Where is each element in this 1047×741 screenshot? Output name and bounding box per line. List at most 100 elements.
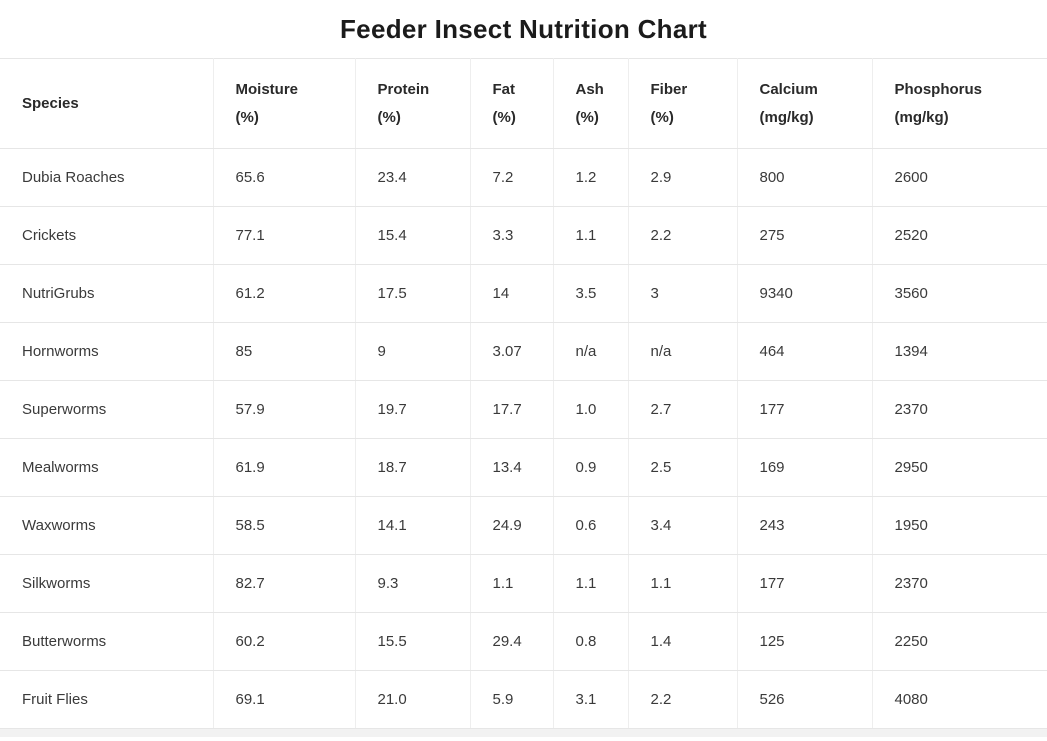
- ash-cell: 1.2: [552, 148, 628, 207]
- moisture-cell: 82.7: [212, 554, 355, 613]
- fat-cell: 1.1: [469, 554, 553, 613]
- moisture-cell: 77.1: [212, 206, 355, 265]
- bottom-strip: [0, 729, 1047, 737]
- protein-cell: 9: [354, 322, 470, 381]
- calcium-cell: 526: [736, 670, 872, 729]
- moisture-cell: 60.2: [212, 612, 355, 671]
- phosphorus-cell: 3560: [871, 264, 1047, 323]
- column-label: Fiber: [650, 80, 688, 98]
- protein-cell: 15.5: [354, 612, 470, 671]
- fiber-cell: 1.4: [627, 612, 737, 671]
- column-unit: (mg/kg): [894, 108, 949, 126]
- table-row: Dubia Roaches 65.6 23.4 7.2 1.2 2.9 800 …: [0, 148, 1047, 207]
- phosphorus-cell: 2520: [871, 206, 1047, 265]
- ash-cell: 3.1: [552, 670, 628, 729]
- column-header-species: Species: [0, 58, 213, 149]
- fiber-cell: 3: [627, 264, 737, 323]
- moisture-cell: 65.6: [212, 148, 355, 207]
- protein-cell: 15.4: [354, 206, 470, 265]
- species-cell: Superworms: [0, 380, 213, 439]
- column-header-phosphorus: Phosphorus (mg/kg): [871, 58, 1047, 149]
- ash-cell: 0.8: [552, 612, 628, 671]
- ash-cell: n/a: [552, 322, 628, 381]
- moisture-cell: 58.5: [212, 496, 355, 555]
- species-cell: Waxworms: [0, 496, 213, 555]
- calcium-cell: 169: [736, 438, 872, 497]
- fiber-cell: 2.5: [627, 438, 737, 497]
- column-header-fiber: Fiber (%): [627, 58, 737, 149]
- fat-cell: 3.07: [469, 322, 553, 381]
- moisture-cell: 85: [212, 322, 355, 381]
- column-header-moisture: Moisture (%): [212, 58, 355, 149]
- fiber-cell: 2.2: [627, 206, 737, 265]
- species-cell: Crickets: [0, 206, 213, 265]
- table-row: Butterworms 60.2 15.5 29.4 0.8 1.4 125 2…: [0, 612, 1047, 671]
- protein-cell: 18.7: [354, 438, 470, 497]
- phosphorus-cell: 2950: [871, 438, 1047, 497]
- calcium-cell: 125: [736, 612, 872, 671]
- species-cell: Fruit Flies: [0, 670, 213, 729]
- calcium-cell: 177: [736, 380, 872, 439]
- species-cell: Butterworms: [0, 612, 213, 671]
- column-header-fat: Fat (%): [469, 58, 553, 149]
- protein-cell: 9.3: [354, 554, 470, 613]
- protein-cell: 23.4: [354, 148, 470, 207]
- calcium-cell: 464: [736, 322, 872, 381]
- ash-cell: 1.0: [552, 380, 628, 439]
- fat-cell: 5.9: [469, 670, 553, 729]
- table-row: Crickets 77.1 15.4 3.3 1.1 2.2 275 2520: [0, 206, 1047, 265]
- calcium-cell: 275: [736, 206, 872, 265]
- column-label: Fat: [492, 80, 516, 98]
- ash-cell: 3.5: [552, 264, 628, 323]
- fat-cell: 24.9: [469, 496, 553, 555]
- species-cell: Silkworms: [0, 554, 213, 613]
- fat-cell: 29.4: [469, 612, 553, 671]
- ash-cell: 1.1: [552, 554, 628, 613]
- protein-cell: 21.0: [354, 670, 470, 729]
- table-row: Hornworms 85 9 3.07 n/a n/a 464 1394: [0, 322, 1047, 381]
- column-unit: (%): [492, 108, 516, 126]
- table-row: NutriGrubs 61.2 17.5 14 3.5 3 9340 3560: [0, 264, 1047, 323]
- fat-cell: 17.7: [469, 380, 553, 439]
- protein-cell: 17.5: [354, 264, 470, 323]
- phosphorus-cell: 4080: [871, 670, 1047, 729]
- phosphorus-cell: 2600: [871, 148, 1047, 207]
- table-row: Waxworms 58.5 14.1 24.9 0.6 3.4 243 1950: [0, 496, 1047, 555]
- fat-cell: 13.4: [469, 438, 553, 497]
- calcium-cell: 9340: [736, 264, 872, 323]
- fat-cell: 7.2: [469, 148, 553, 207]
- page-title: Feeder Insect Nutrition Chart: [340, 14, 707, 44]
- protein-cell: 14.1: [354, 496, 470, 555]
- ash-cell: 0.6: [552, 496, 628, 555]
- column-label: Moisture: [235, 80, 299, 98]
- table-row: Mealworms 61.9 18.7 13.4 0.9 2.5 169 295…: [0, 438, 1047, 497]
- header-row: Species Moisture (%) Protein (%) Fat (%)…: [0, 58, 1047, 149]
- ash-cell: 0.9: [552, 438, 628, 497]
- phosphorus-cell: 1950: [871, 496, 1047, 555]
- column-header-ash: Ash (%): [552, 58, 628, 149]
- calcium-cell: 177: [736, 554, 872, 613]
- phosphorus-cell: 2250: [871, 612, 1047, 671]
- column-unit: (mg/kg): [759, 108, 814, 126]
- moisture-cell: 61.9: [212, 438, 355, 497]
- phosphorus-cell: 2370: [871, 380, 1047, 439]
- column-header-protein: Protein (%): [354, 58, 470, 149]
- table-row: Superworms 57.9 19.7 17.7 1.0 2.7 177 23…: [0, 380, 1047, 439]
- species-cell: Mealworms: [0, 438, 213, 497]
- column-label: Species: [22, 94, 79, 112]
- fiber-cell: n/a: [627, 322, 737, 381]
- table-row: Silkworms 82.7 9.3 1.1 1.1 1.1 177 2370: [0, 554, 1047, 613]
- species-cell: Dubia Roaches: [0, 148, 213, 207]
- fiber-cell: 3.4: [627, 496, 737, 555]
- column-unit: (%): [650, 108, 674, 126]
- column-unit: (%): [235, 108, 259, 126]
- column-label: Calcium: [759, 80, 818, 98]
- calcium-cell: 800: [736, 148, 872, 207]
- protein-cell: 19.7: [354, 380, 470, 439]
- moisture-cell: 69.1: [212, 670, 355, 729]
- phosphorus-cell: 2370: [871, 554, 1047, 613]
- column-unit: (%): [575, 108, 599, 126]
- fiber-cell: 1.1: [627, 554, 737, 613]
- column-label: Protein: [377, 80, 430, 98]
